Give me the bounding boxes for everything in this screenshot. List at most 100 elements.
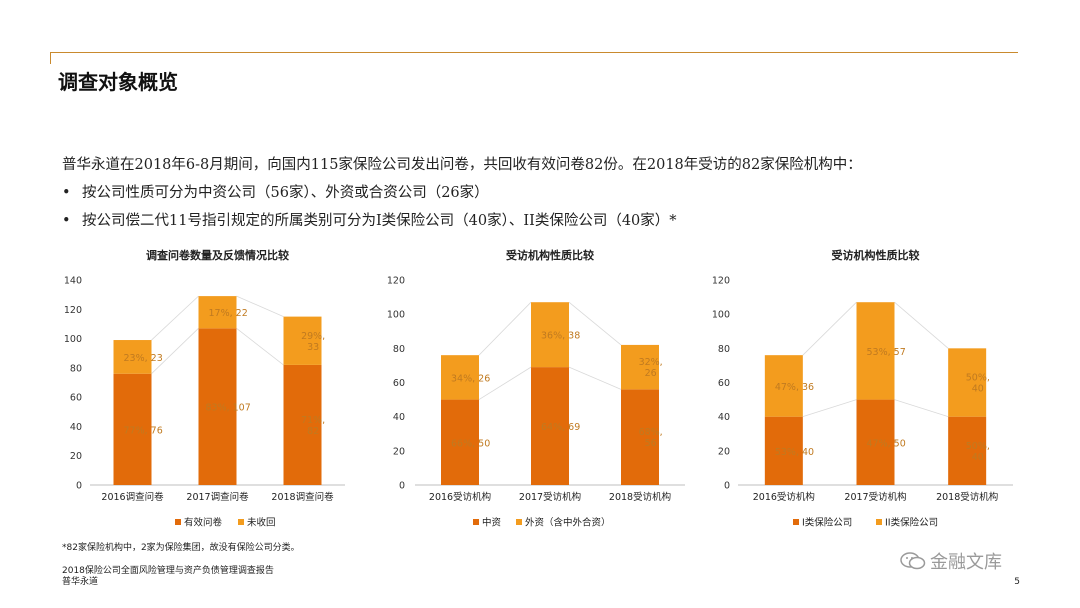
page-number: 5	[1014, 577, 1020, 587]
chart-title: 受访机构性质比较	[506, 248, 594, 262]
connector-line	[568, 366, 622, 390]
category-label: 2018受访机构	[609, 491, 671, 503]
data-label-line: 29%,	[301, 331, 325, 342]
data-label: 50%, 40	[966, 373, 990, 395]
data-label-line: 36%, 38	[541, 331, 580, 342]
bar-segment	[531, 302, 569, 368]
chart-svg: 受访机构性质比较 0 20 40 60 80 100 120 66%, 50 34%, 26 201…	[387, 248, 685, 529]
connector-line	[478, 366, 532, 400]
y-tick-label: 20	[70, 451, 82, 462]
chart-svg: 调查问卷数量及反馈情况比较 0 20 40 60 80 100 120 140 77%, 76 23…	[64, 248, 345, 529]
y-tick-label: 40	[393, 412, 405, 423]
data-label-line: 26	[645, 368, 657, 379]
bar-segment	[531, 367, 569, 485]
y-tick-label: 120	[64, 305, 82, 316]
legend-swatch	[516, 519, 522, 525]
bar-segment	[198, 296, 237, 329]
bullet-text: 按公司偿二代11号指引规定的所属类别可分为I类保险公司（40家）、II类保险公司…	[82, 213, 677, 229]
data-label-line: 66%, 50	[451, 438, 490, 449]
footer-org: 普华永道	[62, 577, 99, 587]
connector-line	[802, 301, 857, 356]
legend-swatch	[238, 519, 244, 525]
legend-swatch	[473, 519, 479, 525]
data-label: 47%, 36	[775, 382, 814, 393]
y-tick-label: 120	[712, 276, 730, 287]
bar-segment	[948, 416, 987, 485]
category-label: 2017受访机构	[519, 491, 581, 503]
data-label-line: 64%, 69	[541, 422, 580, 433]
footer: 2018保险公司全面风险管理与资产负债管理调查报告 普华永道	[62, 566, 274, 588]
watermark: 金融文库	[900, 548, 1002, 574]
y-tick-label: 0	[76, 481, 82, 492]
y-tick-label: 40	[70, 422, 82, 433]
connector-line	[236, 328, 284, 366]
y-tick-label: 20	[718, 446, 730, 457]
data-label-line: 83%, 107	[205, 403, 250, 414]
data-label-line: 47%, 50	[867, 438, 906, 449]
chart-title: 受访机构性质比较	[832, 248, 920, 262]
category-label: 2016受访机构	[429, 491, 491, 503]
legend-label: 中资	[482, 517, 502, 529]
bar-segment	[948, 348, 987, 417]
connector-line	[151, 328, 199, 375]
data-label: 17%, 22	[209, 308, 248, 319]
header-rule	[50, 52, 1018, 53]
connector-line	[894, 301, 949, 349]
connector-line	[568, 301, 622, 346]
data-label-line: 53%, 57	[867, 347, 906, 358]
bar-segment	[283, 316, 322, 365]
legend-label: I类保险公司	[802, 517, 852, 529]
header-rule-tick	[50, 52, 51, 64]
data-label: 77%, 76	[124, 425, 163, 436]
page-title: 调查对象概览	[58, 70, 178, 94]
data-label-line: 82	[307, 426, 319, 437]
y-tick-label: 80	[718, 344, 730, 355]
intro-text: 普华永道在2018年6-8月期间，向国内115家保险公司发出问卷，共回收有效问卷…	[62, 157, 862, 173]
bar-segment	[621, 389, 659, 485]
data-label-line: 40	[972, 384, 984, 395]
data-label: 83%, 107	[205, 403, 250, 414]
bullet-item: • 按公司性质可分为中资公司（56家）、外资或合资公司（26家）	[62, 184, 677, 212]
connector-line	[478, 301, 532, 356]
y-tick-label: 60	[718, 378, 730, 389]
connector-line	[802, 399, 857, 418]
data-label-line: 40	[972, 452, 984, 463]
data-label: 53%, 40	[775, 447, 814, 458]
data-label: 50%, 40	[966, 441, 990, 463]
category-label: 2016受访机构	[753, 491, 815, 503]
data-label: 71%, 82	[301, 415, 325, 437]
legend-swatch	[175, 519, 181, 525]
bar-segment	[283, 364, 322, 485]
data-label-line: 71%,	[301, 415, 325, 426]
bullet-text: 按公司性质可分为中资公司（56家）、外资或合资公司（26家）	[82, 185, 489, 201]
data-label: 53%, 57	[867, 347, 906, 358]
data-label: 68%, 56	[639, 427, 663, 449]
y-tick-label: 20	[393, 446, 405, 457]
data-label-line: 56	[645, 438, 657, 449]
y-tick-label: 140	[64, 276, 82, 287]
data-label-line: 23%, 23	[124, 353, 163, 364]
data-label-line: 50%,	[966, 373, 990, 384]
bar-segment	[621, 344, 659, 390]
chart-title: 调查问卷数量及反馈情况比较	[146, 248, 289, 262]
connector-line	[151, 295, 199, 341]
bar-segment	[113, 373, 152, 485]
y-tick-label: 80	[393, 344, 405, 355]
y-tick-label: 100	[387, 310, 405, 321]
legend-swatch	[876, 519, 882, 525]
data-label: 66%, 50	[451, 438, 490, 449]
legend-swatch	[793, 519, 799, 525]
chart-ownership: 受访机构性质比较 0 20 40 60 80 100 120 66%, 50 34%, 26 201…	[375, 244, 690, 534]
y-tick-label: 60	[393, 378, 405, 389]
bar-segment	[441, 355, 479, 400]
data-label-line: 50%,	[966, 441, 990, 452]
category-label: 2018调查问卷	[271, 491, 334, 503]
y-tick-label: 100	[64, 334, 82, 345]
bar-segment	[856, 302, 895, 400]
data-label-line: 17%, 22	[209, 308, 248, 319]
legend-label: 未收回	[247, 517, 276, 529]
data-label: 36%, 38	[541, 331, 580, 342]
data-label-line: 77%, 76	[124, 425, 163, 436]
bar-segment	[113, 340, 152, 374]
footer-report: 2018保险公司全面风险管理与资产负债管理调查报告	[62, 566, 274, 576]
